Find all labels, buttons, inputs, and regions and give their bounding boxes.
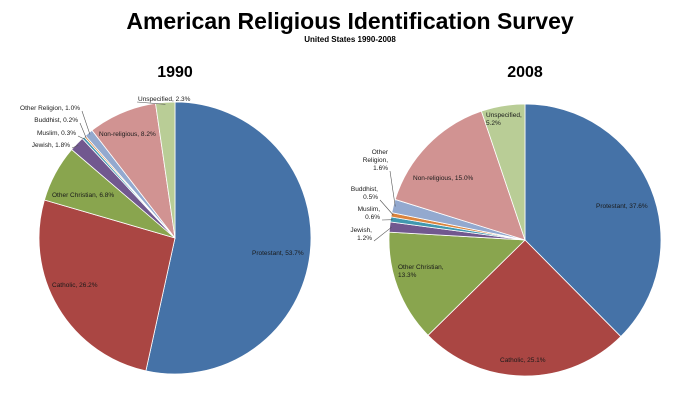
chart-title: American Religious Identification Survey xyxy=(126,8,574,34)
slice-catholic-2008 xyxy=(427,239,622,377)
slice-label-catholic-2008: Catholic, 25.1% xyxy=(500,357,546,364)
slice-label-buddhist-1990: Buddhist, 0.2% xyxy=(34,117,78,124)
chart-subtitle: United States 1990-2008 xyxy=(304,35,396,44)
slice-label-jewish-2008: Jewish, 1.2% xyxy=(350,227,372,242)
slice-label-other-religion-1990: Other Religion, 1.0% xyxy=(20,105,80,112)
slice-label-catholic-1990: Catholic, 26.2% xyxy=(52,282,98,289)
pie-chart-2008: 2008 Protestant, 37.6% Catholic, 25.1% Oth… xyxy=(350,64,662,377)
slice-label-unspecified-2008: Unspecified, 5.2% xyxy=(486,112,522,127)
slice-catholic-1990 xyxy=(38,199,176,372)
slice-label-other-christian-1990: Other Christian, 6.8% xyxy=(52,192,114,199)
pie-labels-1990: Protestant, 53.7% Catholic, 26.2% Other Ch… xyxy=(20,96,304,289)
leader-line-other-religion-2008 xyxy=(389,170,396,207)
leader-line-buddhist-1990 xyxy=(79,122,87,138)
pie-slices-2008 xyxy=(388,103,662,377)
slice-label-jewish-1990: Jewish, 1.8% xyxy=(32,142,71,149)
leader-line-muslim-1990 xyxy=(77,135,85,140)
leader-line-jewish-2008 xyxy=(373,226,392,242)
slice-label-buddhist-2008: Buddhist, 0.5% xyxy=(351,186,378,201)
pie-labels-2008: Protestant, 37.6% Catholic, 25.1% Other Ch… xyxy=(350,112,648,364)
slice-label-other-religion-2008: Other Religion, 1.6% xyxy=(363,149,389,172)
slice-protestant-2008 xyxy=(524,103,662,338)
slice-label-protestant-1990: Protestant, 53.7% xyxy=(252,250,304,257)
leader-line-unspecified-1990 xyxy=(136,101,166,105)
pie-title-1990: 1990 xyxy=(157,64,193,81)
pie-slices-1990 xyxy=(38,101,312,375)
slice-label-muslim-1990: Muslim, 0.3% xyxy=(37,130,76,137)
slice-label-protestant-2008: Protestant, 37.6% xyxy=(596,203,648,210)
pie-title-2008: 2008 xyxy=(507,64,543,81)
slice-label-non-religious-1990: Non-religious, 8.2% xyxy=(99,131,156,138)
slice-non-religious-2008 xyxy=(394,110,526,241)
pie-chart-1990: 1990 Protestant, 53.7% Catholic, 26.2% Oth… xyxy=(20,64,312,375)
slice-label-non-religious-2008: Non-religious, 15.0% xyxy=(413,175,474,182)
slice-label-other-christian-2008: Other Christian, 13.3% xyxy=(398,264,444,279)
slice-protestant-1990 xyxy=(145,101,312,375)
leader-line-buddhist-2008 xyxy=(379,199,394,216)
slice-label-unspecified-1990: Unspecified, 2.3% xyxy=(138,96,191,103)
leader-line-jewish-1990 xyxy=(71,144,79,149)
slice-unspecified-2008 xyxy=(480,103,526,241)
slice-label-muslim-2008: Muslim, 0.6% xyxy=(358,206,381,221)
slice-other-christian-2008 xyxy=(388,231,526,336)
leader-line-other-religion-1990 xyxy=(81,110,91,135)
